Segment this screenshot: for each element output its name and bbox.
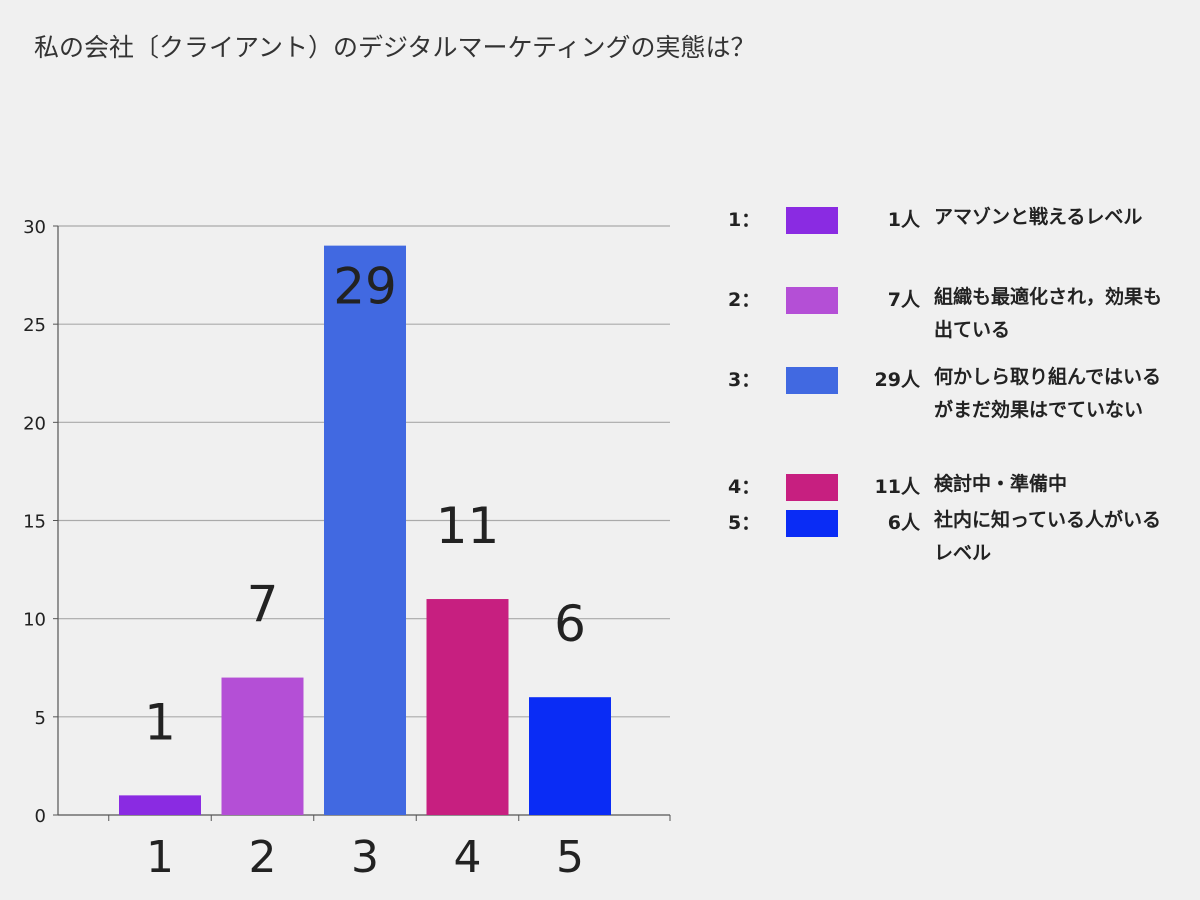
legend-text: 検討中・準備中	[934, 473, 1068, 495]
legend-key: 4：	[728, 476, 761, 498]
legend-count: 11人	[874, 476, 920, 498]
x-tick-label: 3	[351, 832, 379, 883]
legend-swatch	[786, 510, 838, 537]
data-label: 6	[554, 595, 586, 653]
legend-key: 3：	[728, 369, 761, 391]
data-label: 7	[247, 576, 279, 634]
bar-5	[529, 697, 611, 815]
legend-count: 1人	[887, 209, 920, 231]
legend-text: 社内に知っている人がいるレベル	[934, 509, 1162, 564]
legend-text: 何かしら取り組んではいるがまだ効果はでていない	[934, 366, 1162, 421]
bars	[119, 245, 611, 816]
legend: 1： 1人 アマゾンと戦えるレベル 2： 7人 組織も最適化され，効果も出ている…	[718, 205, 1188, 564]
x-tick-label: 1	[146, 832, 174, 883]
legend-count: 29人	[874, 369, 920, 391]
bar-4	[426, 599, 509, 815]
bar-3	[324, 245, 406, 816]
data-label: 29	[333, 258, 397, 316]
y-tick-label: 5	[35, 708, 46, 729]
legend-swatch	[786, 367, 838, 394]
legend-text: アマゾンと戦えるレベル	[934, 206, 1143, 228]
data-label: 11	[436, 497, 500, 555]
data-labels: 1 7 29 11 6	[144, 258, 586, 752]
data-label: 1	[144, 693, 176, 751]
x-tick-label: 5	[556, 832, 584, 883]
y-tick-label: 25	[23, 315, 46, 336]
y-tick-label: 20	[23, 413, 46, 434]
legend-key: 5：	[728, 512, 761, 534]
legend-item-1: 1： 1人 アマゾンと戦えるレベル	[718, 205, 1188, 277]
y-tick-label: 15	[23, 512, 46, 533]
bar-2	[221, 677, 304, 815]
legend-count: 6人	[887, 512, 920, 534]
x-tick-label: 4	[454, 832, 482, 883]
legend-swatch	[786, 474, 838, 501]
legend-key: 1：	[728, 209, 761, 231]
legend-key: 2：	[728, 289, 761, 311]
bar-1	[119, 795, 201, 815]
y-tick-label: 10	[23, 610, 46, 631]
legend-item-2: 2： 7人 組織も最適化され，効果も出ている	[718, 285, 1188, 357]
chart-title: 私の会社〔クライアント）のデジタルマーケティングの実態は？	[34, 33, 756, 62]
y-tick-label: 0	[35, 806, 46, 827]
y-tick-label: 30	[23, 217, 46, 238]
legend-item-4: 4： 11人 検討中・準備中	[718, 472, 1188, 510]
legend-count: 7人	[887, 289, 920, 311]
legend-swatch	[786, 287, 838, 314]
legend-item-3: 3： 29人 何かしら取り組んではいるがまだ効果はでていない	[718, 365, 1188, 470]
legend-swatch	[786, 207, 838, 234]
x-tick-label: 2	[249, 832, 277, 883]
axes: 0 5 10 15 20 25 30 1 2 3 4 5	[23, 217, 671, 883]
legend-text: 組織も最適化され，効果も出ている	[934, 286, 1163, 341]
legend-item-5: 5： 6人 社内に知っている人がいるレベル	[718, 508, 1188, 580]
